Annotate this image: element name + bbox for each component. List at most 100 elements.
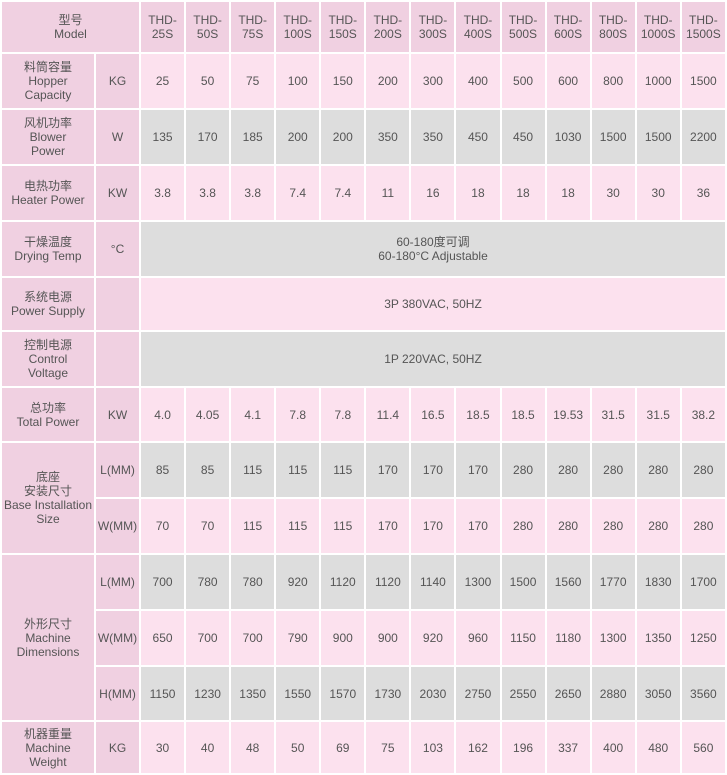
value-cell: 280	[634, 497, 682, 555]
row-label: 底座 安装尺寸 Base Installation Size	[0, 441, 96, 555]
value-cell: 18.5	[499, 386, 547, 443]
value-cell: 70	[184, 497, 232, 555]
value-cell: 700	[138, 553, 187, 611]
value-cell: 18.5	[454, 386, 502, 443]
value-cell: 650	[138, 609, 187, 667]
model-name: THD-600S	[544, 0, 592, 54]
value-cell: 3.8	[138, 164, 187, 222]
value-cell: 7.8	[319, 386, 367, 443]
model-header: 型号 Model	[0, 0, 141, 54]
model-name: THD-200S	[364, 0, 412, 54]
value-cell: 115	[229, 441, 277, 499]
value-cell: 40	[184, 720, 232, 775]
merged-value: 1P 220VAC, 50HZ	[139, 330, 727, 388]
value-cell: 16	[409, 164, 457, 222]
value-cell: 38.2	[679, 386, 727, 443]
table-row: 控制电源 Control Voltage 1P 220VAC, 50HZ	[0, 330, 727, 388]
unit-cell: °C	[94, 220, 141, 278]
value-cell: 7.4	[319, 164, 367, 222]
text-line: 系统电源	[23, 290, 72, 304]
model-name: THD-75S	[229, 0, 277, 54]
model-name: THD-400S	[454, 0, 502, 54]
value-cell: 162	[454, 720, 502, 775]
model-name: THD-25S	[138, 0, 187, 54]
text-line: Weight	[29, 754, 67, 769]
value-cell: 2550	[499, 665, 547, 722]
value-cell: 1150	[138, 665, 187, 722]
text-line: Power Supply	[10, 304, 86, 318]
value-cell: 1140	[409, 553, 457, 611]
text-line: 总功率	[29, 400, 66, 415]
value-cell: 150	[319, 52, 367, 110]
value-cell: 170	[409, 441, 457, 499]
text-line: 60-180度可调	[396, 235, 470, 249]
text-line: Capacity	[24, 88, 72, 102]
table-row: 系统电源 Power Supply 3P 380VAC, 50HZ	[0, 276, 727, 332]
value-cell: 2030	[409, 665, 457, 722]
row-label: 风机功率 Blower Power	[0, 108, 96, 166]
value-cell: 450	[499, 108, 547, 166]
table-row: H(MM) 1150 1230 1350 1550 1570 1730 2030 2750 255…	[1, 665, 727, 722]
unit-cell: W(MM)	[94, 609, 141, 667]
unit-cell: W	[94, 108, 141, 166]
text-line: 风机功率	[23, 116, 72, 130]
text-line: Control	[28, 352, 68, 366]
value-cell: 280	[589, 441, 637, 499]
value-cell: 1500	[679, 52, 727, 110]
model-name: THD-1500S	[679, 0, 727, 54]
value-cell: 4.1	[229, 386, 277, 443]
unit-cell: KW	[94, 164, 141, 222]
value-cell: 480	[634, 720, 682, 775]
value-cell: 280	[499, 497, 547, 555]
value-cell: 280	[679, 441, 727, 499]
value-cell: 18	[499, 164, 547, 222]
text-line: 安装尺寸	[23, 484, 72, 498]
text-line: Power	[30, 144, 65, 158]
table-row: 风机功率 Blower Power W 135 170 185 200 200 350 350 450…	[0, 108, 727, 166]
unit-cell: L(MM)	[94, 553, 141, 611]
value-cell: 280	[679, 497, 727, 555]
value-cell: 1550	[274, 665, 322, 722]
value-cell: 16.5	[409, 386, 457, 443]
text-line: Machine	[25, 740, 71, 755]
value-cell: 75	[364, 720, 412, 775]
text-line: Dimensions	[16, 644, 80, 659]
text-line: 料筒容量	[23, 60, 72, 74]
text-line: 60-180°C Adjustable	[378, 249, 488, 263]
value-cell: 31.5	[634, 386, 682, 443]
value-cell: 280	[589, 497, 637, 555]
value-cell: 1350	[634, 609, 682, 667]
unit-cell: W(MM)	[94, 497, 141, 555]
value-cell: 1300	[454, 553, 502, 611]
text-line: Heater Power	[11, 193, 85, 207]
text-line: Voltage	[27, 366, 69, 380]
value-cell: 780	[229, 553, 277, 611]
value-cell: 2750	[454, 665, 502, 722]
merged-value: 3P 380VAC, 50HZ	[139, 276, 727, 332]
value-cell: 19.53	[544, 386, 592, 443]
value-cell: 900	[364, 609, 412, 667]
value-cell: 31.5	[589, 386, 637, 443]
value-cell: 200	[274, 108, 322, 166]
table-row: 干燥温度 Drying Temp °C 60-180度可调 60-180°C Adjus…	[0, 220, 727, 278]
value-cell: 1830	[634, 553, 682, 611]
value-cell: 85	[138, 441, 187, 499]
table-row: 底座 安装尺寸 Base Installation Size L(MM) 85 85 115 1…	[0, 441, 727, 555]
table-row: 机器重量 Machine Weight KG 30 40 48 50 69 75 103 162 196…	[0, 720, 727, 775]
row-label: 机器重量 Machine Weight	[0, 720, 96, 775]
value-cell: 1570	[319, 665, 367, 722]
text-line: 3P 380VAC, 50HZ	[384, 297, 482, 311]
value-cell: 337	[544, 720, 592, 775]
value-cell: 18	[454, 164, 502, 222]
value-cell: 75	[229, 52, 277, 110]
value-cell: 200	[364, 52, 412, 110]
value-cell: 1000	[634, 52, 682, 110]
value-cell: 280	[544, 441, 592, 499]
unit-cell: L(MM)	[94, 441, 141, 499]
value-cell: 800	[589, 52, 637, 110]
value-cell: 790	[274, 609, 322, 667]
unit-cell: KG	[94, 52, 141, 110]
value-cell: 170	[454, 441, 502, 499]
row-label: 料筒容量 Hopper Capacity	[0, 52, 96, 110]
value-cell: 900	[319, 609, 367, 667]
